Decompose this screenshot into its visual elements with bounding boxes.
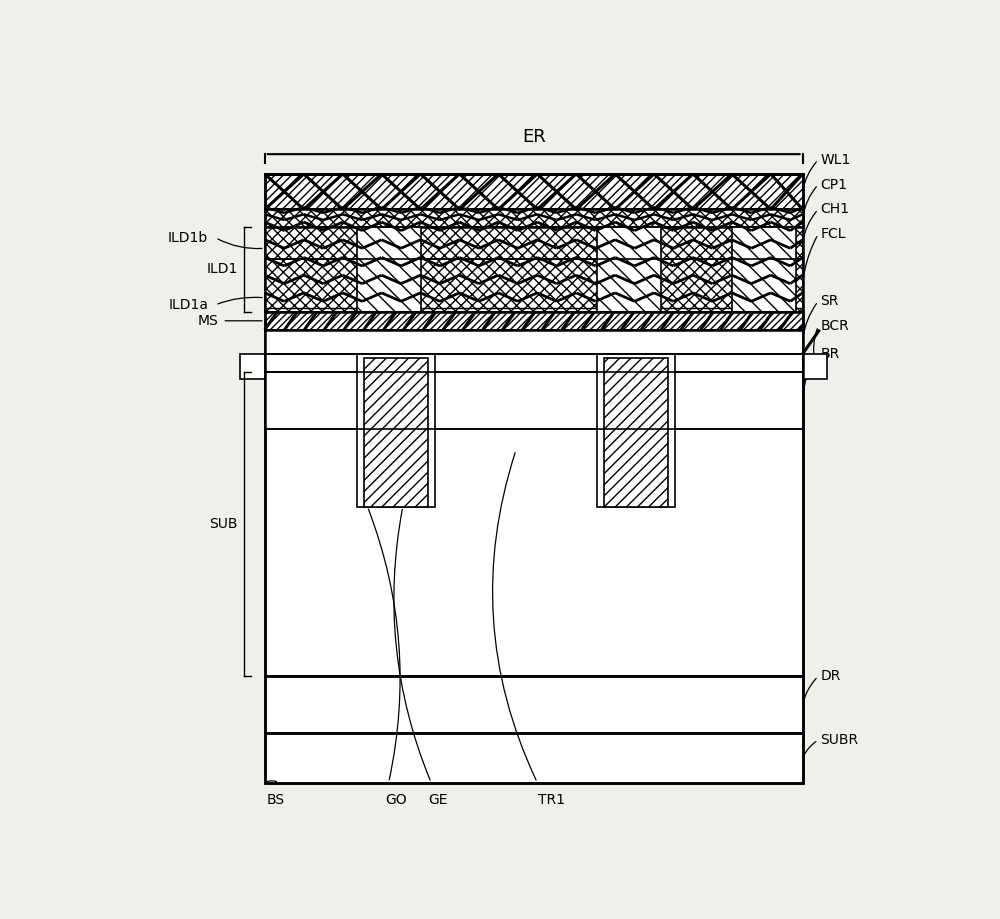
Bar bbox=[803, 355, 827, 380]
Text: GO: GO bbox=[385, 793, 407, 807]
Text: WL1: WL1 bbox=[820, 153, 851, 167]
Text: GE: GE bbox=[428, 793, 448, 807]
Bar bbox=[265, 227, 803, 259]
Bar bbox=[421, 312, 449, 330]
Bar bbox=[265, 259, 803, 312]
Bar bbox=[661, 312, 689, 330]
Bar bbox=[265, 312, 803, 330]
Text: FCL: FCL bbox=[820, 227, 846, 241]
Bar bbox=[265, 733, 803, 783]
Bar bbox=[336, 312, 364, 330]
Text: SR: SR bbox=[820, 294, 839, 309]
Bar bbox=[357, 355, 435, 506]
Text: MS: MS bbox=[198, 313, 219, 328]
Bar bbox=[240, 355, 265, 380]
Bar bbox=[364, 358, 428, 506]
Bar bbox=[265, 174, 803, 210]
Text: SUB: SUB bbox=[209, 517, 238, 531]
Bar bbox=[265, 372, 803, 428]
Bar bbox=[597, 355, 675, 506]
Text: BS: BS bbox=[266, 793, 285, 807]
Text: ILD1b: ILD1b bbox=[168, 231, 208, 244]
Bar bbox=[265, 372, 803, 676]
Bar bbox=[265, 676, 803, 733]
Bar bbox=[502, 312, 530, 330]
Text: BCR: BCR bbox=[820, 319, 849, 333]
Text: CH1: CH1 bbox=[820, 202, 849, 216]
Text: ER: ER bbox=[522, 128, 546, 145]
Bar bbox=[265, 174, 803, 783]
Bar bbox=[265, 210, 803, 227]
Bar bbox=[576, 312, 604, 330]
Text: CP1: CP1 bbox=[820, 177, 847, 191]
Bar bbox=[265, 330, 803, 355]
Bar bbox=[357, 227, 421, 312]
Text: ILD1: ILD1 bbox=[207, 263, 238, 277]
Text: ILD1a: ILD1a bbox=[168, 298, 208, 312]
Bar bbox=[597, 227, 661, 312]
Text: BR: BR bbox=[820, 347, 840, 361]
Text: TR1: TR1 bbox=[538, 793, 565, 807]
Bar bbox=[604, 358, 668, 506]
Bar bbox=[732, 227, 796, 312]
Text: SUBR: SUBR bbox=[820, 733, 858, 747]
Bar bbox=[265, 355, 803, 372]
Text: DR: DR bbox=[820, 669, 841, 684]
